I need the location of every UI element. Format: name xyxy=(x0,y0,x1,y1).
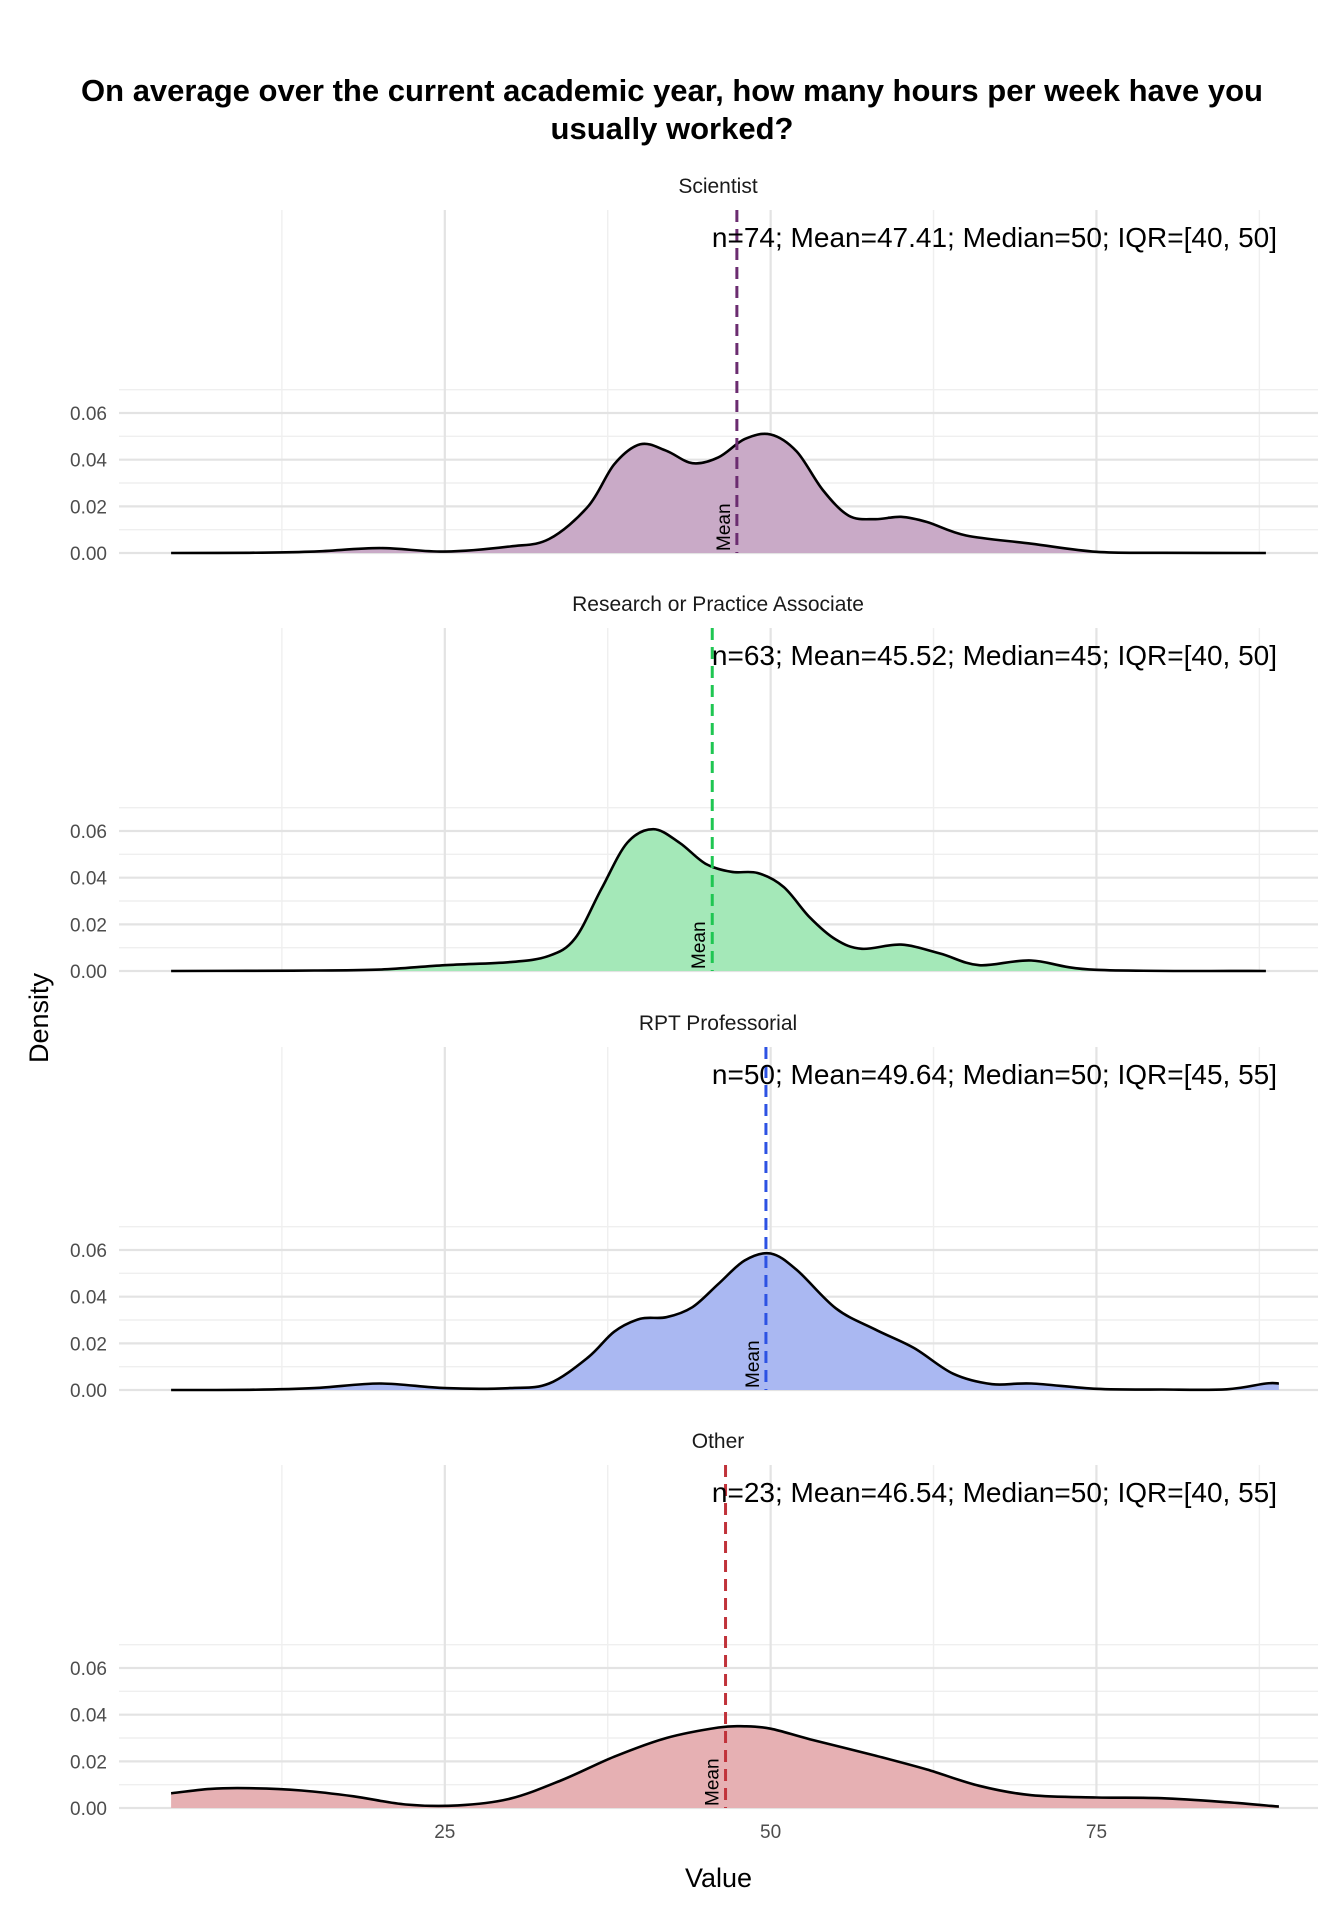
y-tick-label: 0.02 xyxy=(70,1752,107,1773)
facet-panel: Mean 0.00 0.02 0.04 0.06 Scientist n=74; Mean=… xyxy=(70,175,1318,565)
mean-label: Mean xyxy=(743,1340,764,1388)
density-area xyxy=(171,829,1266,972)
y-axis-title: Density xyxy=(24,972,54,1063)
y-tick-label: 0.06 xyxy=(70,822,107,843)
facet-panel: Mean 0.00 0.02 0.04 0.06 Other n=23; Mean=46.5… xyxy=(70,1430,1318,1820)
y-tick-label: 0.04 xyxy=(70,1706,107,1727)
chart-title-line-2: usually worked? xyxy=(550,111,794,146)
x-tick-label: 25 xyxy=(434,1822,455,1843)
density-curve xyxy=(171,1251,1279,1392)
facets-group: Mean 0.00 0.02 0.04 0.06 Scientist n=74; Mean=… xyxy=(70,175,1318,1820)
stats-annotation: n=63; Mean=45.52; Median=45; IQR=[40, 50… xyxy=(712,640,1277,671)
x-tick-label: 50 xyxy=(760,1822,781,1843)
density-curve xyxy=(171,827,1266,973)
y-tick-label: 0.02 xyxy=(70,915,107,936)
stats-annotation: n=74; Mean=47.41; Median=50; IQR=[40, 50… xyxy=(712,222,1277,253)
y-tick-label: 0.00 xyxy=(70,1799,107,1820)
y-tick-label: 0.04 xyxy=(70,869,107,890)
facet-label: Research or Practice Associate xyxy=(572,593,864,616)
density-curve xyxy=(170,1724,1280,1808)
stats-annotation: n=23; Mean=46.54; Median=50; IQR=[40, 55… xyxy=(712,1477,1277,1508)
facet-panel: Mean 0.00 0.02 0.04 0.06 Research or Practice… xyxy=(70,593,1318,983)
mean-label: Mean xyxy=(714,503,735,551)
y-tick-label: 0.04 xyxy=(70,451,107,472)
y-tick-label: 0.00 xyxy=(70,962,107,983)
x-axis-ticks: 25 50 75 xyxy=(434,1822,1107,1843)
y-tick-label: 0.00 xyxy=(70,1381,107,1402)
facet-panel: Mean 0.00 0.02 0.04 0.06 RPT Professorial n=50… xyxy=(70,1012,1318,1402)
facet-label: Other xyxy=(692,1430,745,1453)
y-tick-label: 0.02 xyxy=(70,497,107,518)
density-area xyxy=(171,1253,1279,1391)
y-tick-label: 0.06 xyxy=(70,404,107,425)
y-tick-label: 0.06 xyxy=(70,1241,107,1262)
density-curve xyxy=(171,432,1266,555)
chart-title: On average over the current academic yea… xyxy=(0,72,1344,148)
y-tick-label: 0.06 xyxy=(70,1659,107,1680)
mean-label: Mean xyxy=(703,1758,724,1806)
density-area xyxy=(171,1726,1279,1808)
x-tick-label: 75 xyxy=(1086,1822,1107,1843)
facet-label: RPT Professorial xyxy=(639,1012,797,1035)
x-axis-title: Value xyxy=(685,1863,752,1893)
stats-annotation: n=50; Mean=49.64; Median=50; IQR=[45, 55… xyxy=(712,1059,1277,1090)
facet-label: Scientist xyxy=(678,175,758,198)
y-tick-label: 0.02 xyxy=(70,1334,107,1355)
mean-label: Mean xyxy=(689,921,710,969)
density-area xyxy=(171,433,1266,553)
chart-title-line-1: On average over the current academic yea… xyxy=(81,73,1263,108)
y-tick-label: 0.04 xyxy=(70,1288,107,1309)
y-tick-label: 0.00 xyxy=(70,544,107,565)
